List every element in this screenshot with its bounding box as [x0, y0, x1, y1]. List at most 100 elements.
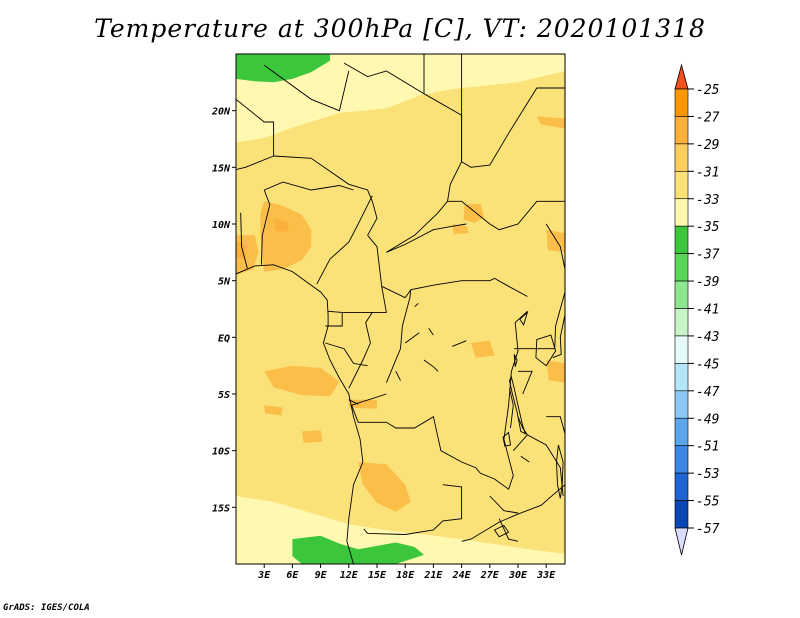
grads-credit: GrADS: IGES/COLA: [3, 603, 90, 613]
field-band-31-5: [536, 116, 565, 129]
field-band-37-0: [236, 54, 330, 83]
x-tick-label-1: 6E: [286, 570, 299, 581]
border-line-16: [386, 223, 467, 253]
x-tick-label-4: 15E: [368, 570, 387, 581]
legend-label-15: -55: [696, 495, 720, 510]
border-line-30: [546, 416, 565, 434]
x-tick-label-2: 9E: [315, 570, 328, 581]
legend-swatch-6: [674, 253, 689, 282]
field-band-35-1: [424, 54, 434, 94]
border-line-32: [489, 495, 519, 514]
border-line-14: [348, 312, 373, 389]
field-band-31-10: [301, 430, 323, 443]
border-line-34: [423, 359, 439, 372]
color-legend: -25 -27 -29 -31 -33 -35 -37 -39 -41 -43 -45 -47 -49 -…: [674, 63, 720, 556]
legend-swatch-11: [674, 390, 689, 419]
legend-top-arrow: [674, 63, 689, 90]
y-tick-label-7: 15S: [212, 503, 230, 514]
field-base: [236, 54, 565, 564]
y-tick-label-6: 10S: [212, 447, 230, 458]
field-band-31-8: [348, 399, 377, 409]
legend-swatch-5: [674, 225, 689, 254]
river-line-3: [395, 371, 401, 381]
border-line-20: [385, 289, 412, 383]
border-line-28: [517, 416, 528, 436]
legend-label-0: -25: [696, 83, 720, 98]
lake-outline-0: [535, 334, 557, 367]
border-line-22: [348, 399, 359, 405]
x-tick-label-9: 30E: [508, 570, 528, 581]
border-line-0: [236, 264, 364, 564]
chart-title: Temperature at 300hPa [C], VT: 202010131…: [94, 14, 706, 43]
border-line-11: [264, 181, 354, 191]
field-band-31-0: [260, 201, 312, 272]
y-tick-label-1: 15N: [212, 163, 231, 174]
legend-swatch-12: [674, 417, 689, 446]
legend-label-2: -29: [696, 138, 719, 153]
x-tick-label-0: 3E: [257, 570, 271, 581]
x-tick-label-5: 18E: [396, 570, 415, 581]
river-line-2: [452, 340, 467, 347]
legend-swatch-0: [674, 88, 689, 117]
field-band-31-3: [452, 224, 470, 235]
legend-label-13: -51: [696, 440, 719, 455]
legend-label-12: -49: [696, 412, 719, 427]
field-band-31-11: [264, 405, 283, 416]
legend-label-9: -43: [696, 330, 719, 345]
legend-swatch-1: [674, 116, 689, 145]
legend-swatch-2: [674, 143, 689, 172]
lake-outline-5: [493, 524, 510, 538]
legend-swatch-9: [674, 335, 689, 364]
legend-label-4: -33: [696, 193, 719, 208]
legend-label-10: -45: [696, 357, 720, 372]
legend-swatch-7: [674, 280, 689, 309]
border-line-29: [509, 388, 514, 429]
border-line-7: [273, 155, 378, 236]
legend-label-14: -53: [696, 467, 719, 482]
x-tick-label-6: 21E: [423, 570, 443, 581]
border-line-6: [263, 64, 350, 112]
field-band-31-9: [358, 462, 411, 512]
border-line-35: [498, 518, 519, 542]
field-band-29-0: [273, 218, 289, 232]
legend-swatch-14: [674, 472, 689, 501]
border-line-19: [545, 223, 565, 270]
lake-outline-3: [502, 431, 512, 447]
map-frame: [235, 53, 566, 565]
border-line-25: [512, 434, 564, 497]
legend-label-5: -35: [696, 220, 720, 235]
y-tick-label-0: 20N: [211, 107, 231, 118]
y-tick-label-4: EQ: [218, 333, 230, 344]
border-line-18: [461, 87, 565, 168]
legend-label-11: -47: [696, 385, 720, 400]
legend-swatch-15: [674, 500, 689, 529]
legend-label-1: -27: [696, 110, 720, 125]
legend-swatch-13: [674, 445, 689, 474]
field-band-31-12: [546, 360, 565, 383]
y-tick-label-5: 5S: [218, 390, 230, 401]
field-band-37-1: [292, 535, 424, 564]
lake-outline-1: [509, 375, 527, 435]
border-line-3: [386, 54, 463, 253]
border-line-24: [461, 484, 565, 542]
legend-swatch-10: [674, 363, 689, 392]
x-tick-label-10: 33E: [536, 570, 556, 581]
x-tick-label-8: 27E: [480, 570, 500, 581]
border-line-23: [363, 484, 463, 535]
lake-outline-4: [513, 354, 518, 367]
border-line-8: [260, 189, 271, 265]
border-line-15: [381, 277, 528, 299]
longitude-axis: 3E 6E 9E 12E 15E 18E 21E 24E 27E 30E 33E: [257, 564, 556, 581]
field-band-31-2: [463, 203, 485, 223]
river-line-0: [404, 332, 420, 344]
field-band-31-6: [471, 340, 495, 358]
border-line-5: [236, 98, 275, 171]
lake-outline-6: [519, 310, 529, 326]
legend-label-3: -31: [696, 165, 719, 180]
border-line-27: [518, 370, 533, 395]
legend-bottom-arrow: [674, 527, 689, 556]
legend-label-16: -57: [696, 522, 720, 537]
border-line-31: [325, 342, 368, 367]
border-line-21: [351, 310, 528, 490]
